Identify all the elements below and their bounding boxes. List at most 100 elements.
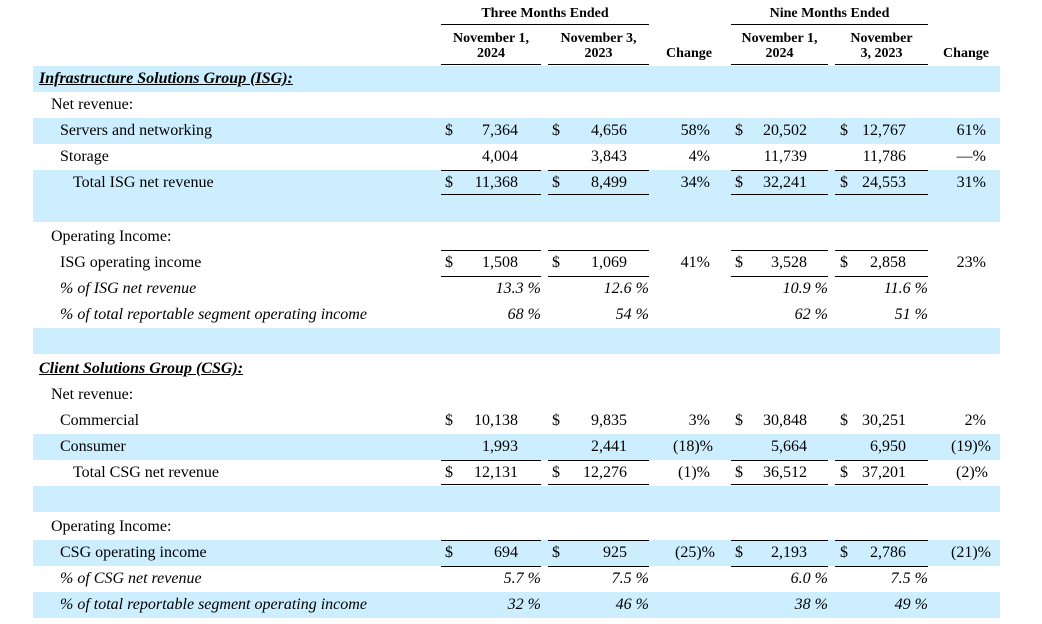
- percent-cell: 62 %: [794, 306, 828, 323]
- total-rule: [441, 276, 541, 303]
- total-rule: [835, 566, 928, 593]
- row-label: Net revenue:: [51, 386, 134, 403]
- row-label: Commercial: [60, 412, 140, 429]
- percent-cell: 49 %: [894, 596, 928, 613]
- total-rule: [441, 170, 541, 197]
- percent-cell: 11.6 %: [883, 280, 928, 297]
- total-rule: [731, 250, 828, 277]
- value-cell: 11,739: [763, 148, 807, 165]
- row-label: % of total reportable segment operating …: [60, 306, 367, 323]
- value-cell: 30,251: [862, 412, 906, 429]
- table-row: % of total reportable segment operating …: [33, 302, 1000, 328]
- spacer-row: [33, 196, 1000, 222]
- isg-operating-income-heading-row: Operating Income:: [33, 224, 1000, 250]
- total-rule: [441, 250, 541, 277]
- value-cell: 2,786: [870, 544, 906, 561]
- table-row: Servers and networking $ 7,364 $ 4,656 5…: [33, 118, 1000, 144]
- percent-cell: 32 %: [507, 596, 541, 613]
- change-cell: 23%: [956, 254, 986, 271]
- currency-symbol: $: [735, 254, 743, 271]
- csg-operating-income-heading-row: Operating Income:: [33, 514, 1000, 540]
- row-label: Operating Income:: [51, 518, 172, 535]
- currency-symbol: $: [735, 174, 743, 191]
- value-cell: 12,767: [862, 122, 906, 139]
- value-cell: 3,843: [591, 148, 627, 165]
- value-cell: 2,858: [870, 254, 906, 271]
- total-rule: [835, 276, 928, 303]
- row-label: CSG operating income: [60, 544, 207, 561]
- value-cell: 1,993: [482, 438, 518, 455]
- change-cell: 61%: [956, 122, 986, 139]
- change-cell: (2)%: [956, 464, 988, 481]
- header-line: November 1,: [453, 31, 529, 46]
- header-change-ytd: Change: [943, 46, 989, 61]
- value-cell: 1,508: [482, 254, 518, 271]
- csg-section-title: Client Solutions Group (CSG):: [39, 360, 244, 377]
- currency-symbol: $: [552, 464, 560, 481]
- change-cell: 31%: [956, 174, 986, 191]
- currency-symbol: $: [445, 122, 453, 139]
- currency-symbol: $: [445, 464, 453, 481]
- currency-symbol: $: [552, 254, 560, 271]
- table-row: Consumer 1,993 2,441 (18)% 5,664 6,950 (…: [33, 434, 1000, 460]
- isg-net-revenue-heading-row: Net revenue:: [33, 92, 1000, 118]
- total-rule: [548, 566, 649, 593]
- percent-cell: 12.6 %: [603, 280, 649, 297]
- currency-symbol: $: [735, 412, 743, 429]
- currency-symbol: $: [840, 122, 848, 139]
- percent-cell: 13.3 %: [495, 280, 541, 297]
- total-rule: [731, 170, 828, 197]
- value-cell: 20,502: [763, 122, 807, 139]
- row-label: Total ISG net revenue: [73, 174, 214, 191]
- total-rule: [835, 250, 928, 277]
- total-rule: [548, 540, 649, 567]
- value-cell: 10,138: [474, 412, 518, 429]
- currency-symbol: $: [840, 174, 848, 191]
- value-cell: 7,364: [482, 122, 518, 139]
- isg-section-title: Infrastructure Solutions Group (ISG):: [39, 70, 293, 87]
- header-three-months: Three Months Ended: [441, 6, 649, 25]
- header-line: 3, 2023: [860, 46, 903, 61]
- total-rule: [835, 170, 928, 197]
- table-row: CSG operating income $ 694 $ 925 (25)% $…: [33, 540, 1000, 566]
- value-cell: 24,553: [862, 174, 906, 191]
- value-cell: 11,786: [862, 148, 906, 165]
- currency-symbol: $: [552, 122, 560, 139]
- header-line: November 3,: [560, 31, 637, 46]
- change-cell: 3%: [688, 412, 710, 429]
- change-cell: 34%: [680, 174, 710, 191]
- value-cell: 925: [603, 544, 627, 561]
- currency-symbol: $: [735, 544, 743, 561]
- value-cell: 11,368: [474, 174, 518, 191]
- row-label: Servers and networking: [60, 122, 212, 139]
- percent-cell: 6.0 %: [790, 570, 828, 587]
- row-label: Consumer: [60, 438, 126, 455]
- change-cell: (18)%: [673, 438, 713, 455]
- header-line: 2024: [477, 46, 505, 61]
- row-label: Total CSG net revenue: [73, 464, 219, 481]
- header-line: November 1,: [741, 31, 818, 46]
- value-cell: 9,835: [591, 412, 627, 429]
- value-cell: 12,276: [583, 464, 627, 481]
- spacer-row: [33, 486, 1000, 512]
- currency-symbol: $: [840, 254, 848, 271]
- percent-cell: 7.5 %: [611, 570, 649, 587]
- total-rule: [548, 276, 649, 303]
- total-rule: [835, 540, 928, 567]
- value-cell: 2,441: [591, 438, 627, 455]
- value-cell: 1,069: [591, 254, 627, 271]
- value-cell: 6,950: [870, 438, 906, 455]
- currency-symbol: $: [735, 122, 743, 139]
- row-label: Operating Income:: [51, 228, 172, 245]
- csg-section-row: Client Solutions Group (CSG):: [33, 356, 1000, 382]
- currency-symbol: $: [840, 412, 848, 429]
- total-rule: [731, 566, 828, 593]
- value-cell: 12,131: [474, 464, 518, 481]
- table-row: Commercial $ 10,138 $ 9,835 3% $ 30,848 …: [33, 408, 1000, 434]
- value-cell: 2,193: [771, 544, 807, 561]
- total-rule: [548, 170, 649, 197]
- header-line: November: [850, 31, 913, 46]
- header-line: 2023: [584, 46, 613, 61]
- total-rule: [548, 460, 649, 487]
- change-cell: 2%: [964, 412, 986, 429]
